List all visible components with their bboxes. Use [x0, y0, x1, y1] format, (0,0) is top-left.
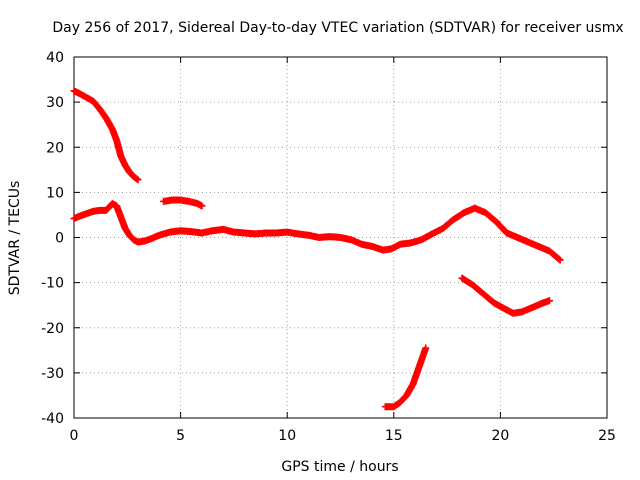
data-point — [134, 176, 142, 184]
y-tick-label: -40 — [41, 411, 64, 427]
series-arc-2 — [70, 200, 564, 264]
data-point — [198, 202, 206, 210]
data-point — [422, 344, 430, 352]
data-point — [556, 256, 564, 264]
x-axis-label: GPS time / hours — [281, 459, 398, 475]
chart-title: Day 256 of 2017, Sidereal Day-to-day VTE… — [52, 20, 623, 36]
data-series — [70, 87, 564, 411]
x-tick-label: 15 — [385, 428, 403, 444]
data-point — [545, 297, 553, 305]
series-arc-1 — [70, 87, 142, 184]
x-tick-label: 25 — [598, 428, 616, 444]
y-tick-label: 30 — [46, 95, 64, 111]
x-tick-label: 20 — [491, 428, 509, 444]
x-tick-label: 10 — [278, 428, 296, 444]
x-tick-label: 0 — [70, 428, 79, 444]
series-arc-3 — [160, 196, 206, 210]
y-tick-label: -30 — [41, 366, 64, 382]
data-point — [555, 255, 563, 263]
y-tick-label: -20 — [41, 321, 64, 337]
y-tick-label: 0 — [55, 231, 64, 247]
y-tick-label: 40 — [46, 50, 64, 66]
series-arc-5 — [458, 274, 553, 317]
y-tick-label: 10 — [46, 185, 64, 201]
axis-ticks: 0 5 10 15 20 25 -40 -30 -20 -10 0 10 20 30 40 — [41, 50, 616, 444]
series-arc-4 — [381, 344, 430, 411]
y-axis-label: SDTVAR / TECUs — [7, 181, 23, 296]
x-tick-label: 5 — [176, 428, 185, 444]
y-tick-label: -10 — [41, 276, 64, 292]
y-tick-label: 20 — [46, 140, 64, 156]
